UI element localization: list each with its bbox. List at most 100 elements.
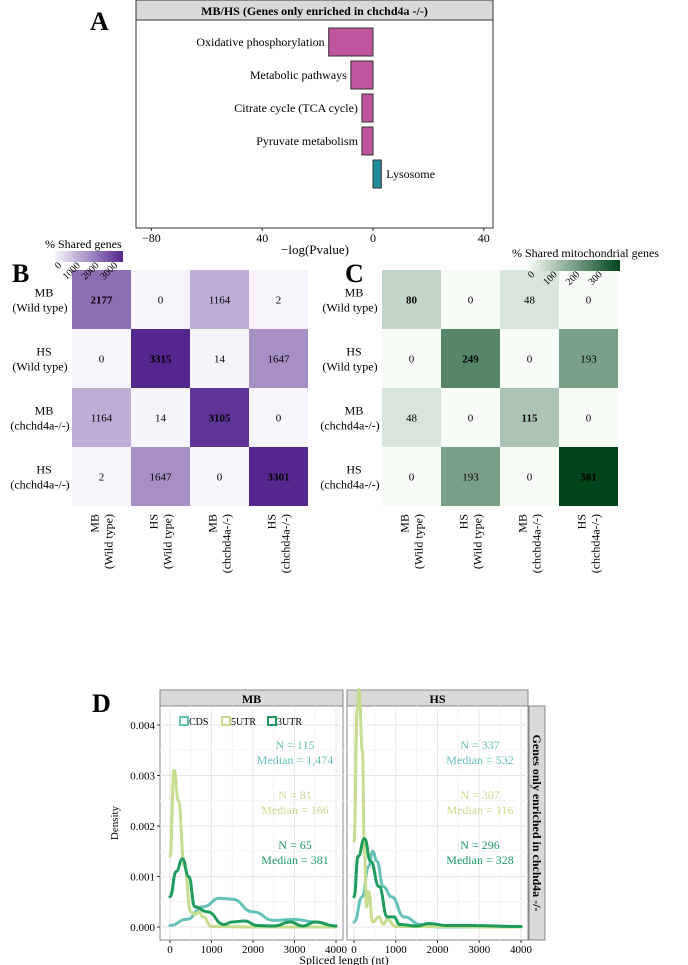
col-label: (chchd4a-/-) xyxy=(530,514,544,573)
x-tick-label: 40 xyxy=(478,231,490,245)
cell-value: 193 xyxy=(580,354,597,366)
annotation-median: Median = 532 xyxy=(446,753,513,767)
panel-label: D xyxy=(92,689,111,718)
row-label: (chchd4a-/-) xyxy=(10,419,69,433)
bar xyxy=(372,159,382,189)
cell-value: 381 xyxy=(580,472,597,484)
col-label: HS xyxy=(575,514,589,529)
legend-label: 5UTR xyxy=(231,717,256,728)
row-label: MB xyxy=(345,286,364,300)
y-tick-label: 0.001 xyxy=(130,872,155,884)
y-tick-label: 0.000 xyxy=(130,922,155,934)
legend-label: CDS xyxy=(189,717,208,728)
x-tick-label: 1000 xyxy=(201,944,224,956)
legend-tick-label: 0 xyxy=(526,269,537,280)
density-line-5utr xyxy=(352,688,523,929)
cell-value: 1164 xyxy=(91,413,113,425)
col-label: MB xyxy=(88,514,102,533)
cell-value: 3315 xyxy=(150,354,173,366)
y-axis-title: Density xyxy=(109,805,121,840)
annotation-n: N = 296 xyxy=(460,838,499,852)
heatmap-cell xyxy=(190,388,249,447)
annotation-n: N = 81 xyxy=(278,788,311,802)
heatmap-cell xyxy=(190,447,249,506)
annotation-median: Median = 381 xyxy=(261,853,328,867)
annotation-median: Median = 116 xyxy=(447,803,514,817)
heatmap-cell xyxy=(441,329,500,388)
panel-a-title: MB/HS (Genes only enriched in chchd4a -/… xyxy=(201,4,428,18)
heatmap-cell xyxy=(382,388,441,447)
col-label: MB xyxy=(398,514,412,533)
cell-value: 0 xyxy=(586,295,592,307)
x-tick-label: 2000 xyxy=(427,944,450,956)
heatmap-cell xyxy=(249,447,308,506)
bar-label: Oxidative phosphorylation xyxy=(196,35,324,49)
cell-value: 2 xyxy=(276,295,282,307)
panel-label: A xyxy=(90,7,109,36)
heatmap-cell xyxy=(72,329,131,388)
row-label: (Wild type) xyxy=(322,360,377,374)
row-label: HS xyxy=(36,345,51,359)
facet-title: MB xyxy=(242,692,261,706)
x-tick-label: 1000 xyxy=(385,944,408,956)
col-label: HS xyxy=(457,514,471,529)
legend-title: % Shared genes xyxy=(45,237,122,251)
bar-label: Lysosome xyxy=(386,167,435,181)
legend-label: 3UTR xyxy=(277,717,302,728)
cell-value: 80 xyxy=(406,295,418,307)
cell-value: 3105 xyxy=(209,413,232,425)
heatmap-cell xyxy=(500,329,559,388)
col-label: (chchd4a-/-) xyxy=(220,514,234,573)
cell-value: 115 xyxy=(522,413,538,425)
col-label: (Wild type) xyxy=(102,514,116,569)
bar xyxy=(361,93,374,123)
heatmap-cell xyxy=(72,388,131,447)
row-label: (Wild type) xyxy=(322,301,377,315)
cell-value: 1164 xyxy=(209,295,231,307)
legend-key-cds xyxy=(179,716,189,726)
legend-colorbar xyxy=(55,251,123,262)
col-label: MB xyxy=(206,514,220,533)
heatmap-cell xyxy=(249,270,308,329)
cell-value: 193 xyxy=(462,472,479,484)
legend-key-5utr xyxy=(221,716,231,726)
bar-label: Metabolic pathways xyxy=(250,68,347,82)
heatmap-cell xyxy=(559,329,618,388)
col-label: HS xyxy=(265,514,279,529)
row-label: MB xyxy=(345,404,364,418)
cell-value: 0 xyxy=(527,472,533,484)
col-label: HS xyxy=(147,514,161,529)
cell-value: 1647 xyxy=(150,472,173,484)
y-tick-label: 0.003 xyxy=(130,771,155,783)
cell-value: 0 xyxy=(217,472,223,484)
cell-value: 0 xyxy=(276,413,282,425)
x-tick-label: 0 xyxy=(370,231,376,245)
annotation-n: N = 65 xyxy=(278,838,311,852)
heatmap-cell xyxy=(559,447,618,506)
annotation-median: Median = 328 xyxy=(446,853,513,867)
heatmap-cell xyxy=(441,447,500,506)
col-label: (chchd4a-/-) xyxy=(279,514,293,573)
row-label: (Wild type) xyxy=(12,301,67,315)
x-tick-label: 4000 xyxy=(325,944,348,956)
x-tick-label: 0 xyxy=(167,944,173,956)
density-line-3utr xyxy=(168,857,338,928)
legend-key-3utr xyxy=(267,716,277,726)
cell-value: 0 xyxy=(158,295,164,307)
annotation-median: Median = 1,474 xyxy=(257,753,333,767)
density-line-3utr xyxy=(352,837,523,928)
col-label: MB xyxy=(516,514,530,533)
cell-value: 1647 xyxy=(268,354,291,366)
cell-value: 249 xyxy=(462,354,479,366)
heatmap-cell xyxy=(500,388,559,447)
x-tick-label: 4000 xyxy=(510,944,533,956)
bar-label: Pyruvate metabolism xyxy=(256,134,358,148)
cell-value: 0 xyxy=(409,354,415,366)
heatmap-cell xyxy=(190,329,249,388)
row-label: HS xyxy=(346,463,361,477)
bar xyxy=(350,60,374,90)
cell-value: 0 xyxy=(99,354,105,366)
x-axis-title: −log(Pvalue) xyxy=(281,242,349,257)
